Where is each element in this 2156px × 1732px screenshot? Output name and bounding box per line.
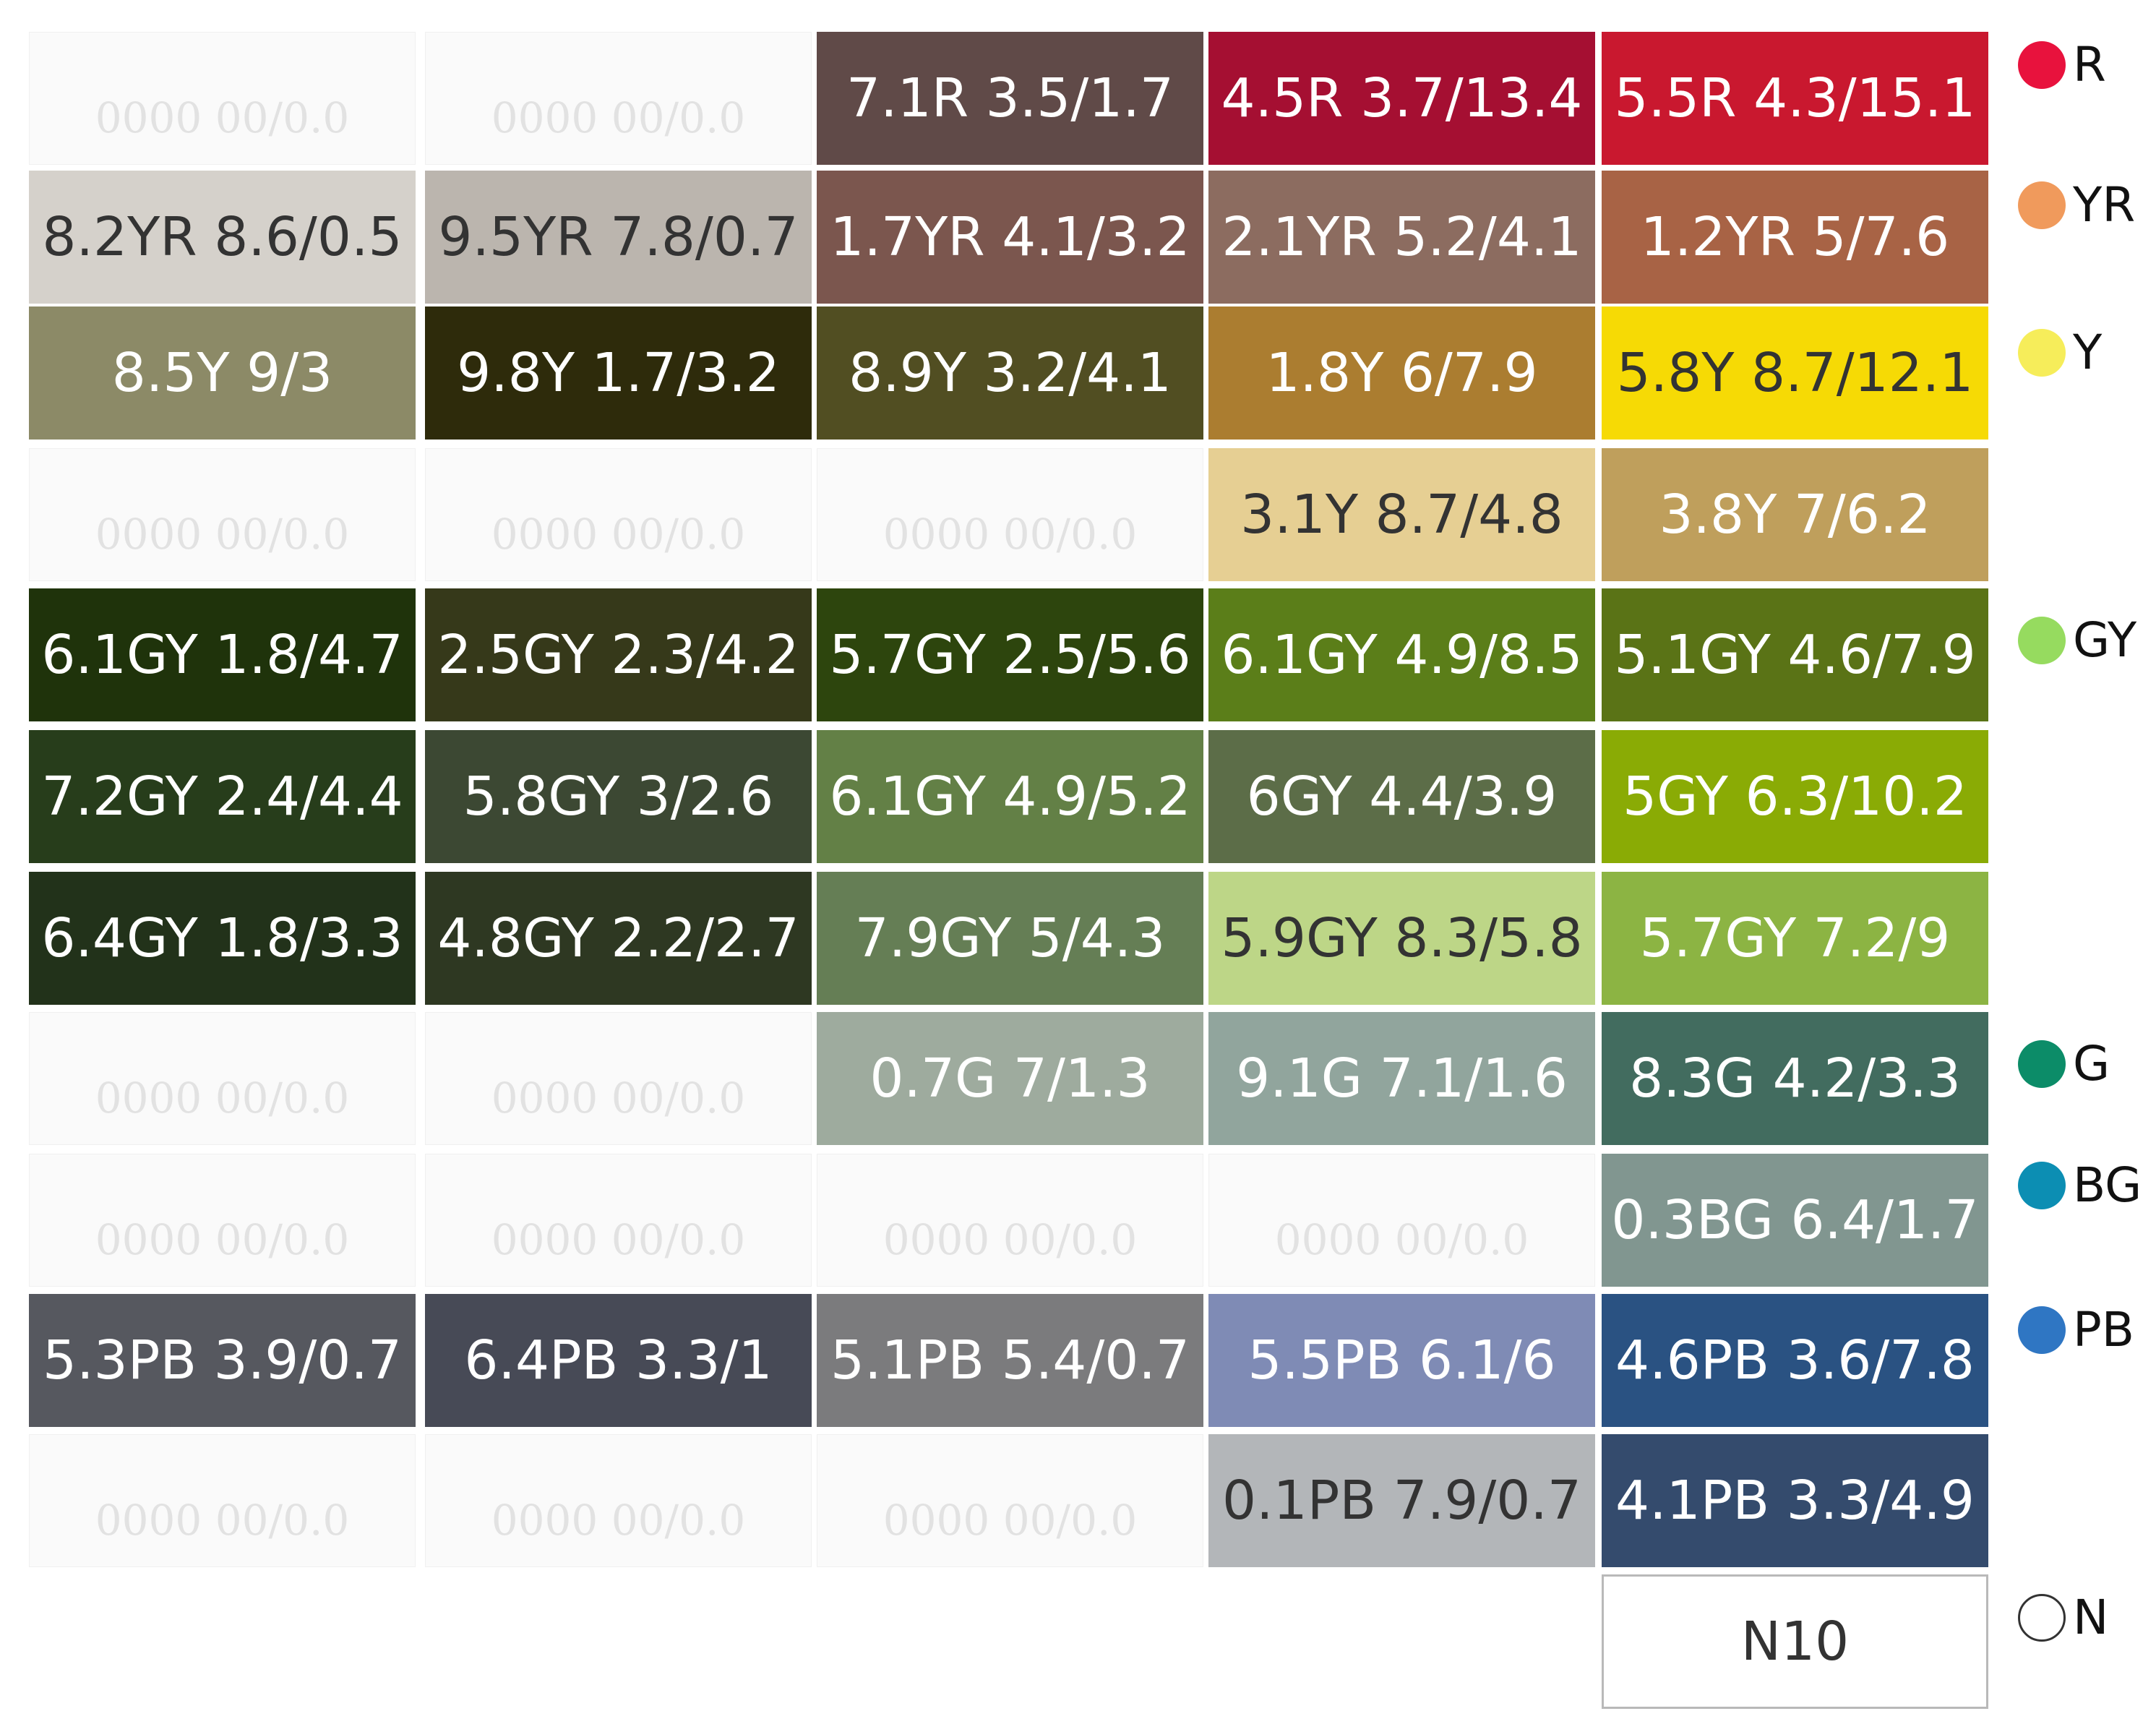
legend-item: YR [2018, 177, 2135, 233]
color-swatch: 8.2YR 8.6/0.5 [29, 171, 416, 304]
legend-color-dot-icon [2018, 616, 2066, 664]
legend-item: GY [2018, 612, 2136, 668]
color-swatch: 5.5PB 6.1/6 [1208, 1294, 1595, 1427]
empty-swatch: 0000 00/0.0 [29, 448, 416, 581]
legend-label: BG [2073, 1157, 2142, 1213]
color-swatch: 5.3PB 3.9/0.7 [29, 1294, 416, 1427]
color-swatch: 9.1G 7.1/1.6 [1208, 1012, 1595, 1145]
color-swatch: 4.8GY 2.2/2.7 [425, 872, 812, 1005]
legend-label: G [2073, 1036, 2110, 1092]
legend-item: BG [2018, 1157, 2142, 1213]
color-swatch: 7.9GY 5/4.3 [817, 872, 1203, 1005]
legend-label: R [2073, 37, 2106, 93]
color-swatch: 3.1Y 8.7/4.8 [1208, 448, 1595, 581]
color-swatch: 5.8GY 3/2.6 [425, 730, 812, 863]
color-swatch: 5.9GY 8.3/5.8 [1208, 872, 1595, 1005]
empty-swatch: 0000 00/0.0 [29, 1012, 416, 1145]
legend-item: R [2018, 37, 2106, 93]
color-swatch: 8.5Y 9/3 [29, 306, 416, 440]
color-swatch: 7.2GY 2.4/4.4 [29, 730, 416, 863]
color-swatch: 4.6PB 3.6/7.8 [1602, 1294, 1988, 1427]
legend-label: YR [2073, 177, 2136, 233]
color-swatch: 5.1GY 4.6/7.9 [1602, 588, 1988, 721]
color-swatch: 8.3G 4.2/3.3 [1602, 1012, 1988, 1145]
color-swatch: 5GY 6.3/10.2 [1602, 730, 1988, 863]
color-swatch: 6.1GY 4.9/8.5 [1208, 588, 1595, 721]
color-swatch: 9.8Y 1.7/3.2 [425, 306, 812, 440]
empty-swatch: 0000 00/0.0 [425, 1434, 812, 1567]
color-swatch: 1.8Y 6/7.9 [1208, 306, 1595, 440]
color-swatch: 4.1PB 3.3/4.9 [1602, 1434, 1988, 1567]
empty-swatch: 0000 00/0.0 [425, 1012, 812, 1145]
legend-label: Y [2073, 325, 2103, 380]
color-swatch: 3.8Y 7/6.2 [1602, 448, 1988, 581]
color-swatch: 5.7GY 7.2/9 [1602, 872, 1988, 1005]
color-swatch: 2.5GY 2.3/4.2 [425, 588, 812, 721]
legend-color-dot-icon [2018, 1161, 2066, 1209]
legend-color-dot-icon [2018, 1306, 2066, 1354]
legend-item: G [2018, 1036, 2110, 1092]
color-swatch: 9.5YR 7.8/0.7 [425, 171, 812, 304]
color-swatch: 6.4GY 1.8/3.3 [29, 872, 416, 1005]
color-swatch: 4.5R 3.7/13.4 [1208, 32, 1595, 165]
legend-item: N [2018, 1590, 2108, 1645]
legend-color-dot-icon [2018, 1039, 2066, 1088]
color-swatch: 0.3BG 6.4/1.7 [1602, 1154, 1988, 1287]
color-swatch: 2.1YR 5.2/4.1 [1208, 171, 1595, 304]
empty-swatch: 0000 00/0.0 [817, 1154, 1203, 1287]
color-swatch: 5.7GY 2.5/5.6 [817, 588, 1203, 721]
neutral-swatch: N10 [1602, 1574, 1988, 1709]
empty-swatch: 0000 00/0.0 [29, 32, 416, 165]
color-swatch: 5.1PB 5.4/0.7 [817, 1294, 1203, 1427]
legend-color-dot-icon [2018, 181, 2066, 229]
legend-item: PB [2018, 1302, 2134, 1358]
color-swatch: 5.5R 4.3/15.1 [1602, 32, 1988, 165]
color-swatch: 5.8Y 8.7/12.1 [1602, 306, 1988, 440]
color-swatch: 6.1GY 4.9/5.2 [817, 730, 1203, 863]
color-swatch: 7.1R 3.5/1.7 [817, 32, 1203, 165]
color-swatch: 1.2YR 5/7.6 [1602, 171, 1988, 304]
legend-label: N [2073, 1590, 2109, 1645]
legend-item: Y [2018, 325, 2102, 380]
empty-swatch: 0000 00/0.0 [29, 1434, 416, 1567]
color-swatch: 0.1PB 7.9/0.7 [1208, 1434, 1595, 1567]
legend-color-dot-icon [2018, 328, 2066, 377]
color-swatch: 6.1GY 1.8/4.7 [29, 588, 416, 721]
empty-swatch: 0000 00/0.0 [425, 448, 812, 581]
color-swatch: 6GY 4.4/3.9 [1208, 730, 1595, 863]
legend-label: PB [2073, 1302, 2135, 1358]
empty-swatch: 0000 00/0.0 [425, 1154, 812, 1287]
empty-swatch: 0000 00/0.0 [1208, 1154, 1595, 1287]
empty-swatch: 0000 00/0.0 [425, 32, 812, 165]
color-swatch: 6.4PB 3.3/1 [425, 1294, 812, 1427]
empty-swatch: 0000 00/0.0 [817, 1434, 1203, 1567]
color-swatch: 8.9Y 3.2/4.1 [817, 306, 1203, 440]
legend-label: GY [2073, 612, 2137, 668]
empty-swatch: 0000 00/0.0 [29, 1154, 416, 1287]
color-swatch: 1.7YR 4.1/3.2 [817, 171, 1203, 304]
color-swatch: 0.7G 7/1.3 [817, 1012, 1203, 1145]
legend-color-dot-icon [2018, 40, 2066, 89]
empty-swatch: 0000 00/0.0 [817, 448, 1203, 581]
legend-color-dot-icon [2018, 1593, 2066, 1642]
